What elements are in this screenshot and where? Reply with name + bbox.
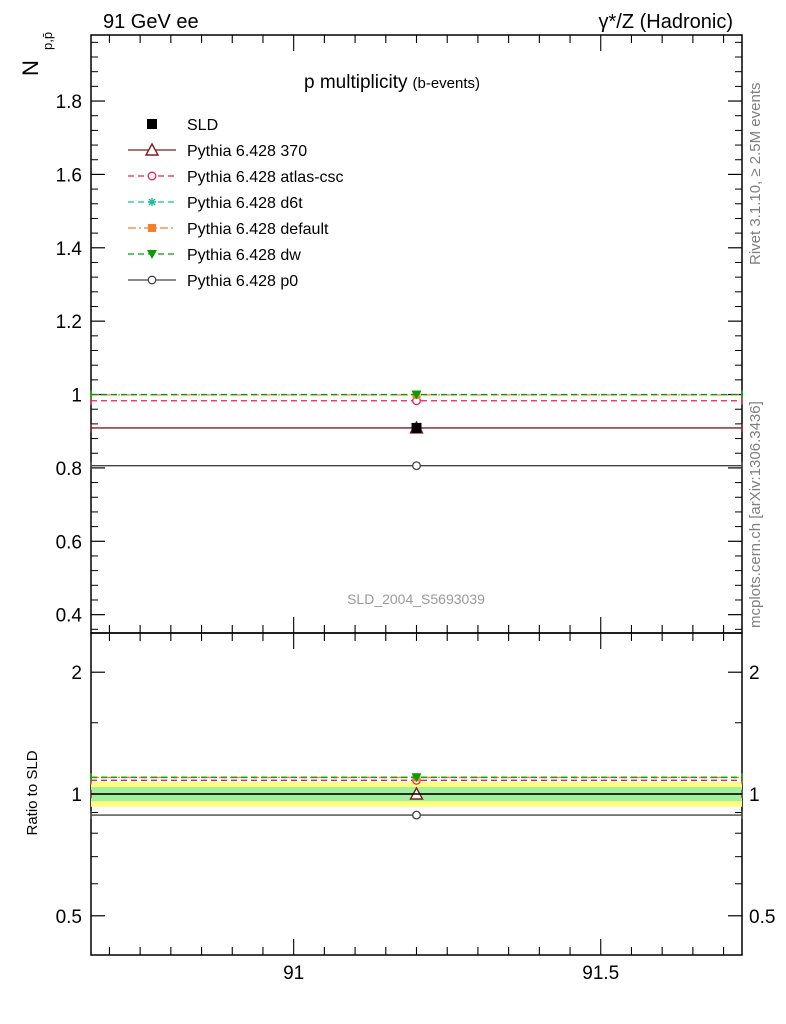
main-y-axis: 0.4 0.6 0.8 1 1.2 1.4 1.6 1.8 — [56, 41, 742, 630]
main-ylabel: N — [18, 60, 43, 76]
main-ylabel-sub: p,p̄ — [40, 32, 55, 50]
legend-label: Pythia 6.428 d6t — [187, 195, 303, 212]
legend-label: Pythia 6.428 default — [187, 221, 329, 238]
legend-label: Pythia 6.428 370 — [187, 143, 307, 160]
legend-marker — [147, 250, 157, 259]
ratio-y-axis: 0.5 0.5 1 1 2 2 — [56, 632, 775, 956]
legend-marker — [147, 275, 157, 285]
legend: SLD Pythia 6.428 370 Pythia 6.428 atlas-cs… — [128, 117, 344, 290]
main-y-tick-label: 0.6 — [56, 532, 82, 553]
legend-marker — [147, 171, 157, 181]
main-series-group — [90, 390, 743, 471]
chart-title: p multiplicity (b-events) — [304, 72, 480, 93]
main-y-tick-label: 1.6 — [56, 165, 82, 186]
data-point-marker — [411, 422, 422, 433]
rivet-label: Rivet 3.1.10, ≥ 2.5M events — [747, 83, 764, 266]
main-y-tick-label: 1.2 — [56, 312, 82, 333]
ratio-x-axis: 91 91.5 — [108, 633, 725, 984]
series-marker — [412, 461, 421, 471]
main-y-tick-label: 1.8 — [56, 92, 82, 113]
ratio-y-tick-label: 0.5 — [56, 907, 82, 928]
chart-title-suffix: (b-events) — [412, 75, 480, 92]
legend-marker-data — [147, 119, 157, 129]
ratio-series-marker — [412, 810, 421, 820]
ratio-series-marker — [411, 773, 422, 783]
ratio-ylabel: Ratio to SLD — [24, 750, 41, 835]
main-y-tick-label: 1.4 — [56, 239, 83, 260]
ratio-y-tick-label: 1 — [71, 785, 82, 806]
ratio-x-tick-label: 91 — [283, 963, 304, 984]
top-right-label: γ*/Z (Hadronic) — [599, 11, 733, 33]
legend-label: Pythia 6.428 atlas-csc — [187, 169, 344, 186]
series-marker — [411, 390, 422, 400]
legend-label: Pythia 6.428 dw — [187, 247, 301, 264]
legend-marker — [144, 142, 160, 156]
legend-label: Pythia 6.428 p0 — [187, 273, 298, 290]
main-y-tick-label: 1 — [71, 386, 82, 407]
main-y-tick-label: 0.4 — [56, 606, 83, 627]
legend-marker — [148, 224, 156, 232]
ratio-series-group — [90, 773, 743, 820]
main-x-axis-ticks — [108, 35, 725, 633]
ratio-y-tick-label-right: 0.5 — [749, 907, 775, 928]
chart-title-text: p multiplicity — [304, 72, 408, 93]
ratio-y-tick-label-right: 1 — [749, 785, 760, 806]
top-left-label: 91 GeV ee — [103, 11, 199, 33]
analysis-watermark: SLD_2004_S5693039 — [347, 591, 485, 607]
legend-label-data: SLD — [187, 117, 218, 134]
ratio-y-tick-label-right: 2 — [749, 663, 760, 684]
legend-marker — [148, 198, 156, 206]
mcplots-label: mcplots.cern.ch [arXiv:1306.3436] — [747, 401, 764, 628]
main-y-tick-label: 0.8 — [56, 459, 82, 480]
ratio-y-tick-label: 2 — [71, 663, 82, 684]
ratio-x-tick-label: 91.5 — [582, 963, 619, 984]
main-ylabel-text: N — [18, 60, 43, 76]
